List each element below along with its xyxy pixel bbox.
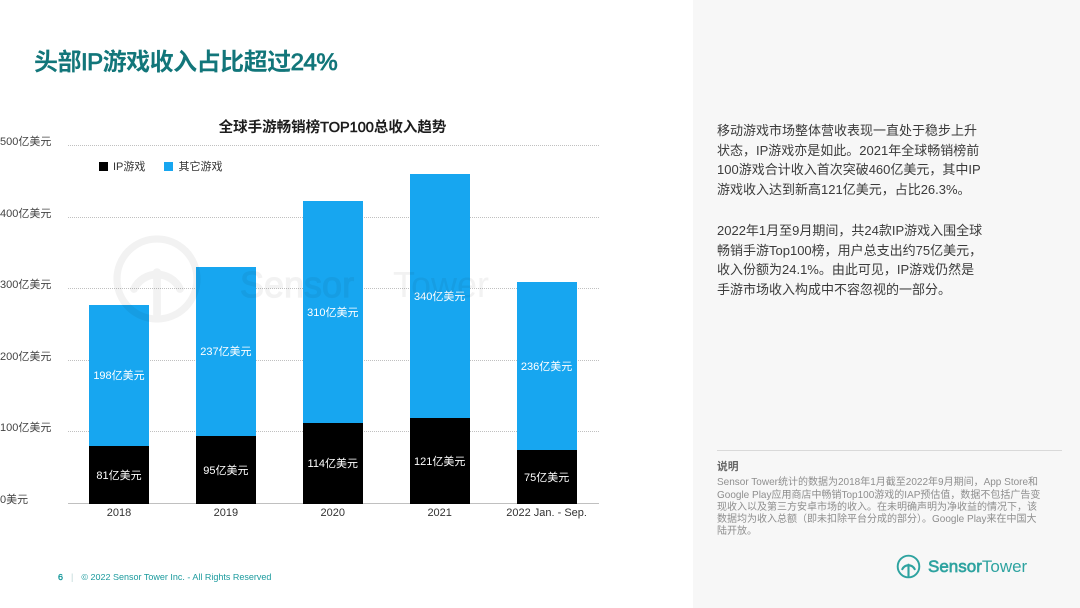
svg-text:Sensor: Sensor — [240, 264, 354, 305]
svg-text:Tower: Tower — [393, 264, 489, 305]
